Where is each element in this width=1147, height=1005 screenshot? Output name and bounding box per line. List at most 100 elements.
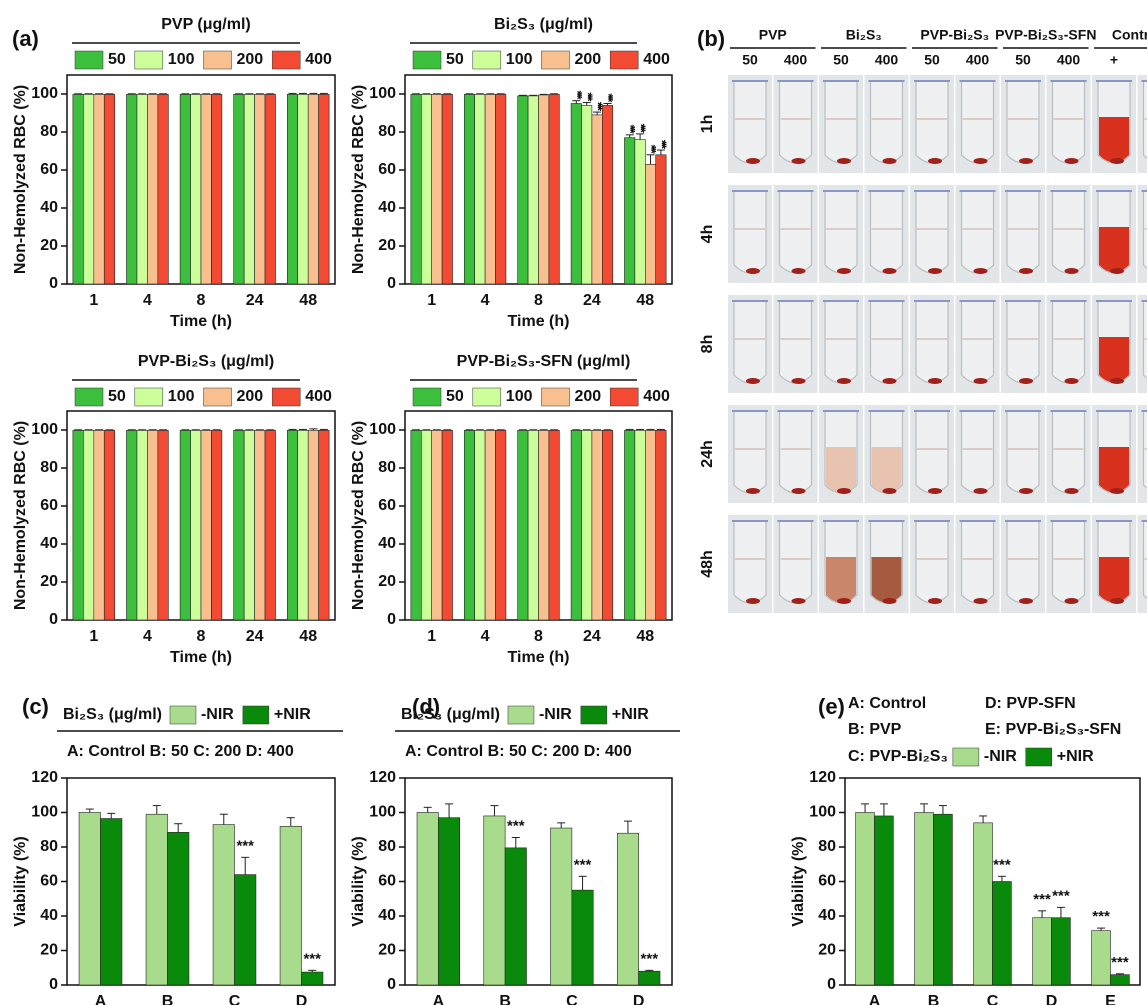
error-bar xyxy=(497,94,505,95)
bar xyxy=(298,430,308,620)
x-tick-label: C xyxy=(987,993,999,1005)
y-tick-label: 80 xyxy=(378,459,396,476)
bar xyxy=(287,430,297,620)
tube xyxy=(916,411,948,493)
bar xyxy=(73,430,83,620)
error-bar xyxy=(245,430,253,431)
bar xyxy=(308,94,318,284)
bar xyxy=(73,94,83,284)
group-label: PVP-Bi₂S₃ xyxy=(920,27,989,43)
pellet xyxy=(928,158,942,164)
error-bar xyxy=(557,823,565,828)
legend-label: 200 xyxy=(237,388,264,405)
error-bar xyxy=(512,838,520,848)
y-tick-label: 100 xyxy=(809,804,836,821)
tube xyxy=(962,301,994,383)
bar xyxy=(244,430,254,620)
y-tick-label: 0 xyxy=(827,976,836,993)
y-tick-label: 60 xyxy=(40,873,58,890)
bar xyxy=(549,94,559,284)
legend-swatch xyxy=(243,706,269,724)
legend-label: -NIR xyxy=(539,706,572,723)
legend-label: 200 xyxy=(575,51,602,68)
legend-label: 100 xyxy=(506,388,533,405)
x-tick-label: 8 xyxy=(534,628,543,645)
legend-label: 50 xyxy=(446,388,464,405)
tube xyxy=(734,81,766,163)
pellet xyxy=(883,598,897,604)
error-bar xyxy=(266,430,274,431)
bar xyxy=(592,430,602,620)
bar xyxy=(572,890,593,985)
error-bar xyxy=(476,430,484,431)
error-bar xyxy=(880,804,888,816)
pellet xyxy=(1065,378,1079,384)
y-tick-label: 40 xyxy=(378,199,396,216)
y-tick-label: 40 xyxy=(378,907,396,924)
legend-title: PVP-Bi₂S₃ (μg/ml) xyxy=(138,353,274,370)
legend-label: 400 xyxy=(305,388,332,405)
y-tick-label: 60 xyxy=(378,161,396,178)
y-tick-label: 120 xyxy=(809,769,836,786)
legend-label: 200 xyxy=(237,51,264,68)
legend-swatch xyxy=(610,51,638,69)
y-tick-label: 60 xyxy=(378,497,396,514)
bar xyxy=(442,430,452,620)
pellet xyxy=(974,598,988,604)
x-tick-label: C xyxy=(566,993,578,1005)
error-bar xyxy=(107,813,115,818)
y-tick-label: 0 xyxy=(49,275,58,292)
error-bar xyxy=(486,430,494,431)
error-bar xyxy=(256,430,264,431)
bar xyxy=(592,115,602,284)
legend-title: Bi₂S₃ (μg/ml) xyxy=(63,706,162,723)
pellet xyxy=(883,268,897,274)
y-tick-label: 20 xyxy=(378,573,396,590)
tube xyxy=(1053,81,1085,163)
pellet xyxy=(792,158,806,164)
tube xyxy=(1053,521,1085,603)
legend-label: 200 xyxy=(575,388,602,405)
legend-title: PVP-Bi₂S₃-SFN (μg/ml) xyxy=(457,353,631,370)
tube xyxy=(1144,81,1147,163)
subtitle: A: Control B: 50 C: 200 D: 400 xyxy=(405,743,632,760)
error-bar xyxy=(583,103,591,106)
tube xyxy=(916,81,948,163)
y-tick-label: 0 xyxy=(49,611,58,628)
error-bar xyxy=(241,857,249,874)
row-label: 1h xyxy=(699,115,716,134)
error-bar xyxy=(105,94,113,95)
error-bar xyxy=(998,876,1006,881)
error-bar xyxy=(245,94,253,95)
tube xyxy=(962,411,994,493)
bar xyxy=(168,832,189,985)
bar xyxy=(201,430,211,620)
tube xyxy=(734,411,766,493)
error-bar xyxy=(465,430,473,431)
tube xyxy=(734,301,766,383)
x-tick-label: 1 xyxy=(427,628,436,645)
x-tick-label: D xyxy=(633,993,645,1005)
group-label: PVP-Bi₂S₃-SFN xyxy=(995,27,1096,43)
y-tick-label: 40 xyxy=(40,199,58,216)
key-line: E: PVP-Bi₂S₃-SFN xyxy=(985,721,1121,738)
y-tick-label: 0 xyxy=(387,976,396,993)
bar xyxy=(639,971,660,985)
tube xyxy=(825,81,857,163)
tube xyxy=(780,521,812,603)
error-bar xyxy=(128,94,136,95)
tube xyxy=(1007,301,1039,383)
column-label: 50 xyxy=(833,52,849,68)
x-tick-label: B xyxy=(928,993,940,1005)
pellet xyxy=(837,488,851,494)
error-bar xyxy=(138,94,146,95)
error-bar xyxy=(128,430,136,431)
y-tick-label: 100 xyxy=(31,85,58,102)
bar xyxy=(287,94,297,284)
pellet xyxy=(1110,598,1124,604)
panel-label: (c) xyxy=(22,694,49,719)
y-tick-label: 20 xyxy=(40,942,58,959)
bar xyxy=(180,430,190,620)
legend-label: +NIR xyxy=(274,706,311,723)
significance-label: *** xyxy=(507,817,525,834)
